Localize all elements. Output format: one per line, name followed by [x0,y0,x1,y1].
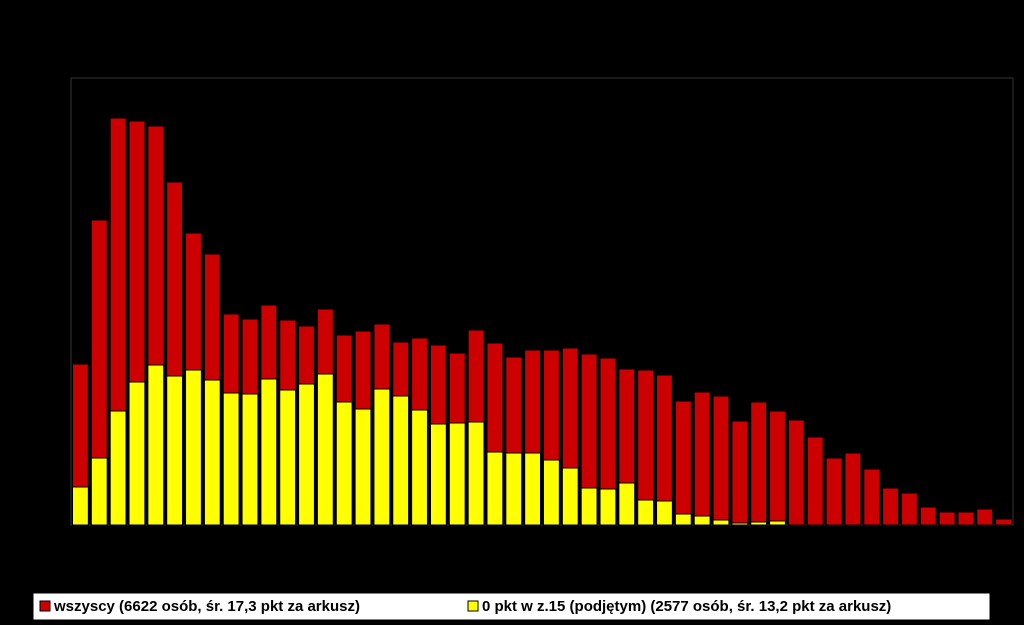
bar [674,400,692,526]
bar [411,409,428,526]
bar [712,519,730,526]
bar [938,511,956,526]
bar [392,395,410,526]
bar [637,499,655,526]
bar [354,408,372,526]
legend-swatch [467,600,479,612]
bar [693,515,711,526]
bar [429,423,447,526]
bar [769,410,786,526]
legend-label: 0 pkt w z.15 (podjętym) (2577 osób, śr. … [482,598,891,615]
bar [844,452,862,526]
bar [825,457,843,526]
bar [919,506,937,526]
bar [957,511,975,526]
bar [580,487,598,526]
bar [976,508,994,526]
bar [72,486,89,526]
bar [222,392,240,526]
bar [712,395,730,526]
bar [599,488,617,526]
bar [750,401,768,526]
bar [882,487,899,526]
legend-swatch [39,600,51,612]
bar [109,410,127,526]
bar [448,422,466,526]
bar [185,369,202,526]
bar [900,492,918,526]
bar [524,452,541,526]
bar [674,513,692,526]
bar [731,522,749,526]
bar [750,521,768,526]
bar [769,520,786,526]
bar [863,468,881,526]
bar [260,378,278,526]
bar [467,421,485,526]
legend-label: wszyscy (6622 osób, śr. 17,3 pkt za arku… [53,598,360,615]
bar [806,436,824,526]
bar [147,364,165,526]
bar [561,467,579,526]
bar [90,457,108,526]
bar [203,379,221,526]
bar [241,393,259,526]
bar [298,383,315,526]
bar [618,482,636,526]
bar [279,389,297,526]
bar [373,388,391,526]
bar [166,375,184,526]
bar [128,381,146,526]
bar [995,518,1012,526]
bar [787,419,805,526]
bar [693,391,711,526]
legend [32,592,991,621]
bar [543,459,560,526]
bar [335,401,353,526]
bar [505,452,523,526]
bar [731,420,749,526]
bar [656,500,673,526]
bar [316,373,334,526]
bar [486,451,504,526]
